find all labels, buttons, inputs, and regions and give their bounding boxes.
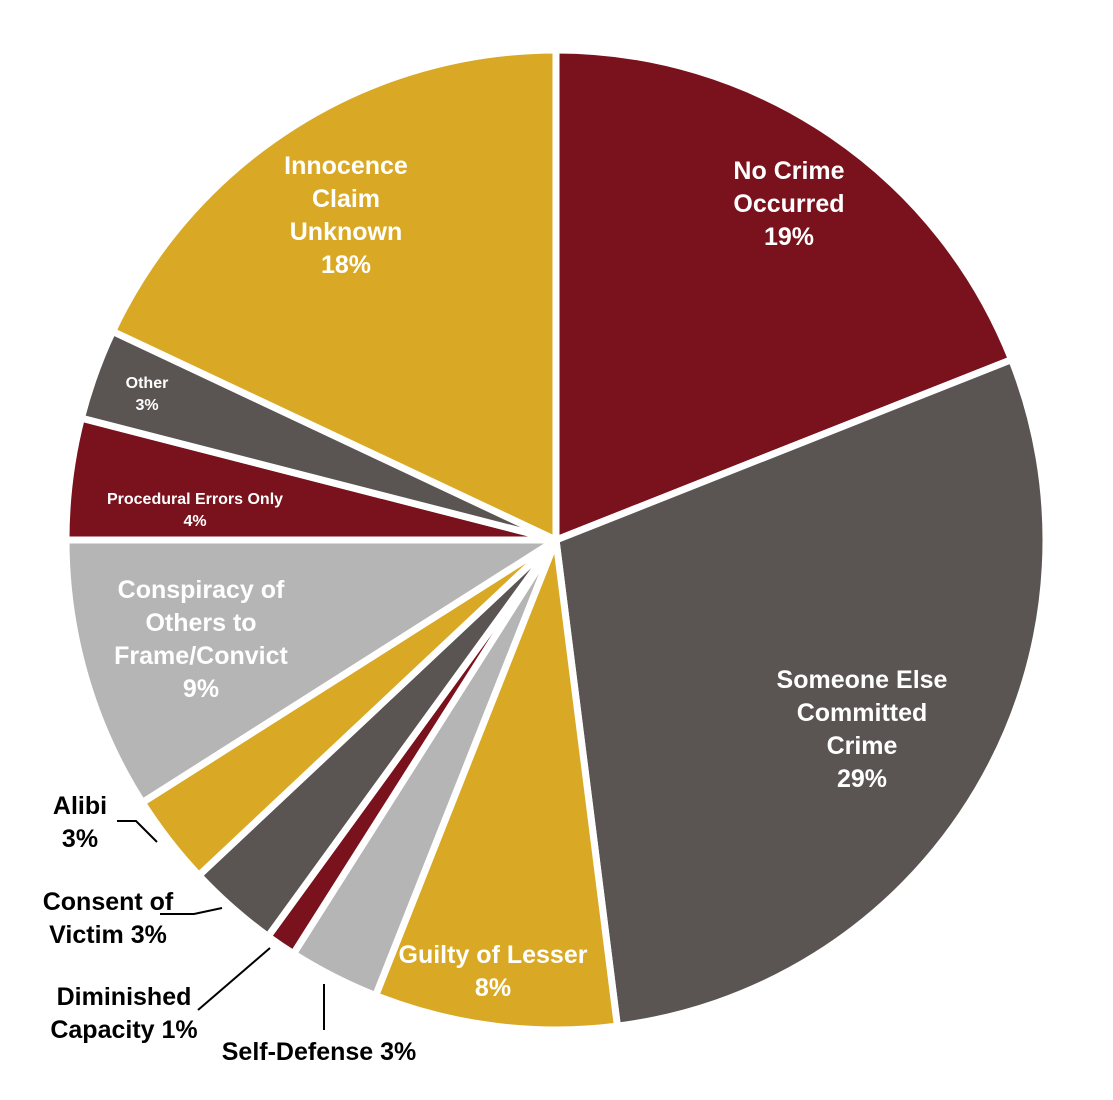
- pie-slice: [372, 536, 621, 1034]
- slice-label-line: Crime: [827, 732, 898, 760]
- pie-slice: [62, 536, 560, 807]
- slice-label-line: Conspiracy of: [118, 576, 285, 604]
- slice-label-line: 18%: [321, 251, 371, 279]
- slice-labels: No Crime Occurred 19% Someone Else Committed…: [43, 152, 948, 1066]
- slice-label: Other 3%: [126, 375, 169, 414]
- slice-label-line: Others to: [145, 609, 256, 637]
- slice-label-line: Occurred: [733, 190, 844, 218]
- slice-label-line: No Crime: [733, 157, 844, 185]
- slice-label-line: Procedural Errors Only: [107, 491, 283, 508]
- slice-label-line: Victim 3%: [49, 921, 167, 949]
- slice-label-line: 9%: [183, 675, 219, 703]
- slice-label-line: Alibi: [53, 792, 107, 820]
- slice-label: Procedural Errors Only 4%: [107, 491, 283, 530]
- slice-label-line: Committed: [797, 699, 928, 727]
- leader-line: [117, 820, 158, 843]
- pie-slice: [552, 356, 1050, 1030]
- slice-label-line: 8%: [475, 974, 511, 1002]
- slice-label-line: Guilty of Lesser: [399, 941, 588, 969]
- slice-label-line: 29%: [837, 765, 887, 793]
- slice-label-line: Frame/Convict: [114, 642, 288, 670]
- slice-label-line: Capacity 1%: [50, 1016, 197, 1044]
- slice-label-line: 19%: [764, 223, 814, 251]
- slice-label-line: Diminished: [57, 983, 192, 1011]
- slice-label-line: Innocence: [284, 152, 408, 180]
- pie-slice: [109, 46, 560, 544]
- leader-lines: [117, 820, 325, 1030]
- leader-line: [160, 907, 223, 915]
- slice-label-line: Claim: [312, 185, 380, 213]
- slice-label: Alibi 3%: [53, 792, 107, 853]
- slice-label-line: 3%: [62, 825, 98, 853]
- slice-label-line: Consent of: [43, 888, 174, 916]
- pie-slices: [62, 46, 1050, 1034]
- slice-label: Diminished Capacity 1%: [50, 983, 197, 1044]
- slice-label-line: Someone Else: [777, 666, 948, 694]
- slice-label-line: 3%: [135, 397, 158, 414]
- slice-label: Conspiracy of Others to Frame/Convict 9%: [114, 576, 288, 703]
- slice-label-line: 4%: [183, 513, 206, 530]
- slice-label: Innocence Claim Unknown 18%: [284, 152, 408, 279]
- slice-label-line: Unknown: [290, 218, 403, 246]
- slice-label: Self-Defense 3%: [222, 1038, 417, 1066]
- slice-label: Someone Else Committed Crime 29%: [777, 666, 948, 793]
- slice-label: Guilty of Lesser 8%: [399, 941, 588, 1002]
- pie-slice: [552, 46, 1016, 544]
- slice-label: No Crime Occurred 19%: [733, 157, 844, 251]
- slice-label-line: Other: [126, 375, 169, 392]
- leader-line: [197, 947, 271, 1011]
- slice-label: Consent of Victim 3%: [43, 888, 174, 949]
- slice-label-line: Self-Defense 3%: [222, 1038, 417, 1066]
